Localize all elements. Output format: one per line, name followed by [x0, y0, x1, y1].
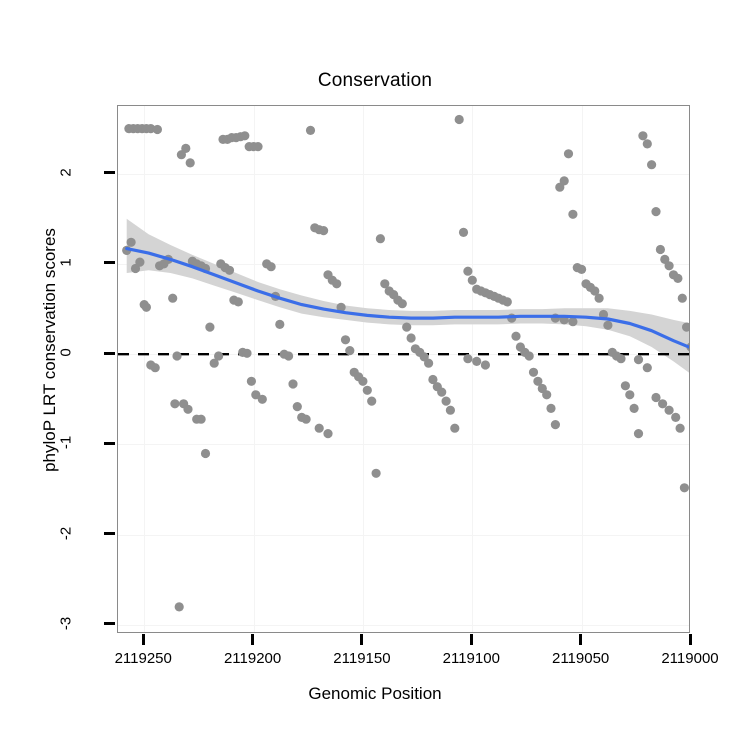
y-tick-mark	[104, 441, 115, 445]
y-tick-mark	[104, 622, 115, 626]
plot-panel	[117, 105, 690, 633]
x-tick-label: 2119200	[223, 650, 282, 667]
gridline-horizontal	[118, 534, 689, 536]
y-tick-mark	[104, 261, 115, 265]
gridline-vertical	[472, 106, 474, 632]
x-tick-mark	[141, 634, 145, 645]
x-tick-label: 2119100	[442, 650, 500, 667]
y-tick-label: -2	[57, 526, 75, 540]
gridline-horizontal	[118, 624, 689, 626]
x-tick-mark	[251, 634, 255, 645]
y-tick-mark	[104, 532, 115, 536]
x-tick-mark	[579, 634, 583, 645]
y-tick-label: 1	[57, 258, 75, 267]
x-tick-label: 2119000	[661, 650, 719, 667]
x-tick-label: 2119150	[333, 650, 391, 667]
x-tick-mark	[469, 634, 473, 645]
loess-fit-line	[125, 247, 689, 349]
y-tick-label: -3	[57, 616, 75, 631]
chart-title: Conservation	[317, 70, 433, 91]
y-tick-label: -1	[57, 436, 75, 450]
gridline-horizontal	[118, 173, 689, 175]
y-tick-mark	[104, 171, 115, 175]
gridline-vertical	[144, 106, 146, 632]
y-tick-label: 2	[57, 168, 75, 177]
x-tick-label: 2119050	[551, 650, 610, 667]
gridline-vertical	[362, 106, 364, 632]
gridline-vertical	[581, 106, 583, 632]
gridline-horizontal	[118, 444, 689, 446]
y-tick-label: 0	[57, 348, 75, 357]
x-tick-mark	[688, 634, 692, 645]
x-axis-title: Genomic Position	[308, 684, 442, 703]
x-tick-mark	[360, 634, 364, 645]
scatter-points	[122, 114, 689, 612]
gridline-horizontal	[118, 263, 689, 265]
zero-reference-line	[118, 353, 689, 356]
gridline-vertical	[253, 106, 255, 632]
y-axis-title: phyloP LRT conservation scores	[40, 228, 59, 472]
y-tick-mark	[104, 351, 115, 355]
x-tick-label: 2119250	[114, 650, 172, 667]
